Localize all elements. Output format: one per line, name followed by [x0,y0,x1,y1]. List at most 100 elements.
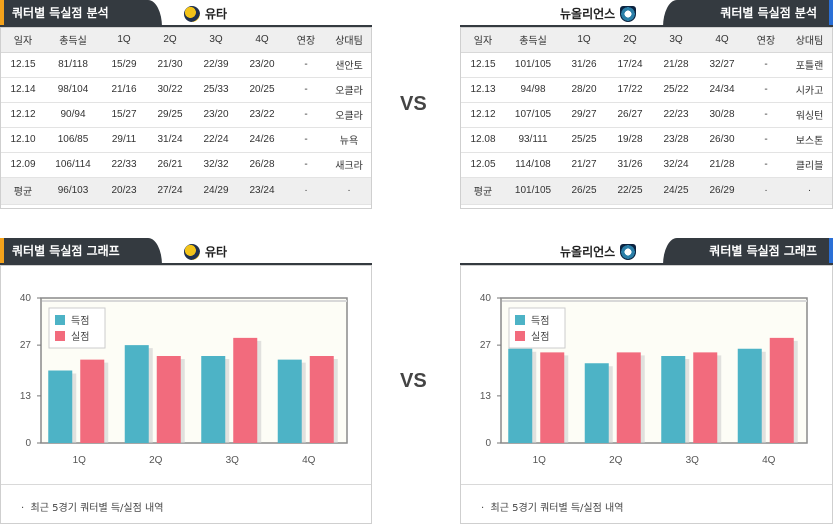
table-cell: 32/27 [699,52,745,78]
col-header: 4Q [699,28,745,53]
table-row: 12.13 94/98 28/20 17/22 25/22 24/34- 시카고 [461,77,832,103]
table-cell: 21/28 [653,52,699,78]
chart-note: · 최근 5경기 쿼터별 득/실점 내역 [481,499,623,514]
table-cell: 뉴욕 [327,127,371,153]
table-cell: 30/28 [699,102,745,128]
table-cell: 32/24 [653,152,699,178]
table-cell: 오클라 [327,102,371,128]
table-cell: 21/28 [699,152,745,178]
table-cell: 20/25 [239,77,285,103]
table-row: 12.10 106/85 29/11 31/24 22/24 24/26- 뉴욕 [1,127,371,153]
bar-allowed [80,359,105,443]
col-header: 1Q [561,28,607,53]
bar-allowed [309,356,334,443]
right-chart-box: 0 13 27 40 1Q 2Q 3Q 4Q 득점 실점 · 최근 5경기 쿼터별 득/실점 내역 [460,265,833,524]
y-tick-label: 40 [20,293,32,304]
table-cell: 25/22 [653,77,699,103]
utah-jazz-logo-icon [184,243,200,260]
table-cell: 96/103 [45,177,101,205]
table-cell: 새크라 [327,152,371,178]
top-right-header: 뉴올리언스 쿼터별 득실점 분석 [460,0,833,27]
x-tick-label: 2Q [609,455,623,466]
table-cell: 22/24 [193,127,239,153]
header-underline [0,25,372,27]
table-cell: 23/24 [239,177,285,205]
table-cell: 12.05 [461,152,505,178]
y-tick-label: 0 [485,438,491,449]
table-cell: 21/27 [561,152,607,178]
note-divider [461,484,832,485]
table-row: 12.05 114/108 21/27 31/26 32/24 21/28- 클리블 [461,152,832,178]
table-cell: 26/25 [561,177,607,205]
header-underline [460,263,833,265]
table-cell: - [285,152,327,178]
table-cell: 29/11 [101,127,147,153]
table-cell: 24/34 [699,77,745,103]
table-avg-row: 평균 96/103 20/23 27/24 24/29 23/24 · · [1,177,371,205]
table-cell: 107/105 [505,102,561,128]
col-header: 상대팀 [787,28,832,53]
bar-scored [661,356,686,443]
table-row: 12.15 101/105 31/26 17/24 21/28 32/27- 포틀랜 [461,52,832,78]
legend-box [508,307,566,349]
team-name: 유타 [184,5,227,22]
x-tick-label: 2Q [149,455,163,466]
team-name: 유타 [184,243,227,260]
left-stats-table: 일자 총득실 1Q 2Q 3Q 4Q 연장 상대팀 12.15 81/118 15/… [1,28,371,205]
table-cell: 81/118 [45,52,101,78]
pelicans-logo-icon [620,243,637,260]
table-cell: 보스톤 [787,127,832,153]
table-cell: - [745,127,787,153]
section-tab: 쿼터별 득실점 그래프 [663,238,833,265]
table-cell: 22/39 [193,52,239,78]
table-cell: 23/28 [653,127,699,153]
table-cell: 27/24 [147,177,193,205]
table-cell: 12.13 [461,77,505,103]
x-tick-label: 4Q [302,455,316,466]
x-tick-label: 4Q [762,455,776,466]
table-cell: 22/33 [101,152,147,178]
bottom-left-header: 쿼터별 득실점 그래프 유타 [0,238,372,265]
table-cell: - [745,77,787,103]
y-tick-label: 27 [480,340,492,351]
pelicans-logo-icon [620,5,637,22]
table-cell: 12.10 [1,127,45,153]
team-label: 뉴올리언스 [560,7,616,21]
table-cell: 29/25 [147,102,193,128]
table-cell: - [745,152,787,178]
y-tick-label: 13 [20,391,32,402]
table-cell: 21/30 [147,52,193,78]
team-name: 뉴올리언스 [560,5,637,22]
table-cell: - [285,52,327,78]
col-header: 일자 [461,28,505,53]
table-cell: 25/25 [561,127,607,153]
table-cell: · [285,177,327,205]
table-cell: 31/26 [561,52,607,78]
col-header: 상대팀 [327,28,371,53]
col-header: 연장 [285,28,327,53]
x-tick-label: 1Q [73,455,87,466]
bar-allowed [540,352,565,443]
left-stats-box: 일자 총득실 1Q 2Q 3Q 4Q 연장 상대팀 12.15 81/118 15/… [0,27,372,209]
table-cell: · [327,177,371,205]
left-chart-box: 0 13 27 40 1Q 2Q 3Q 4Q 득점 실점 · 최근 5경기 쿼터별 득/실점 내역 [0,265,372,524]
bar-scored [508,348,533,443]
table-cell: 12.14 [1,77,45,103]
table-cell: 32/32 [193,152,239,178]
bar-allowed [616,352,641,443]
table-cell: 26/28 [239,152,285,178]
table-header-row: 일자 총득실 1Q 2Q 3Q 4Q 연장 상대팀 [1,28,371,53]
table-cell: 28/20 [561,77,607,103]
bar-scored [48,370,73,443]
bar-scored [124,345,149,443]
table-cell: - [285,102,327,128]
col-header: 총득실 [505,28,561,53]
table-cell: 23/22 [239,102,285,128]
table-cell: 오클라 [327,77,371,103]
table-cell: 12.12 [1,102,45,128]
legend-box [48,307,106,349]
team-label: 유타 [205,245,228,259]
legend-label: 실점 [71,331,89,343]
